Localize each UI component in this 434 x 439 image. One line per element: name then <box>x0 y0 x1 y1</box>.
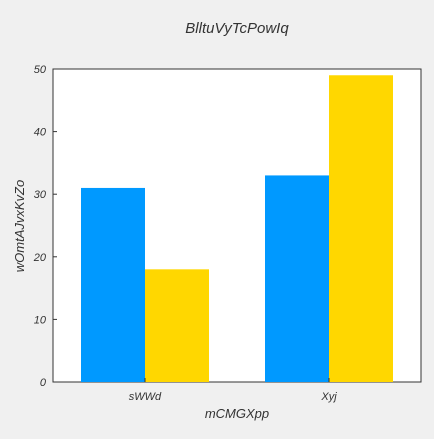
y-tick-label: 10 <box>34 314 47 326</box>
y-tick-label: 40 <box>34 127 47 139</box>
y-tick-label: 20 <box>33 252 47 264</box>
x-tick-label: sWWd <box>129 391 162 403</box>
bar-series1-Xyj <box>265 175 329 382</box>
x-tick-label: Xyj <box>320 391 337 403</box>
bar-series2-Xyj <box>329 75 393 382</box>
bar-series1-sWWd <box>81 187 145 382</box>
y-axis-label: wOmtAJvxKvZo <box>12 180 27 272</box>
bars <box>81 75 393 382</box>
y-tick-label: 0 <box>40 377 47 389</box>
x-axis-label: mCMGXpp <box>205 406 269 421</box>
y-tick-label: 30 <box>34 189 47 201</box>
y-axis-ticks: 0 10 20 30 40 50 <box>33 64 57 389</box>
chart-title: BlltuVyTcPowIq <box>185 20 289 37</box>
bar-series2-sWWd <box>145 269 209 382</box>
x-axis-ticks: sWWd Xyj <box>129 378 337 403</box>
y-tick-label: 50 <box>34 64 47 76</box>
